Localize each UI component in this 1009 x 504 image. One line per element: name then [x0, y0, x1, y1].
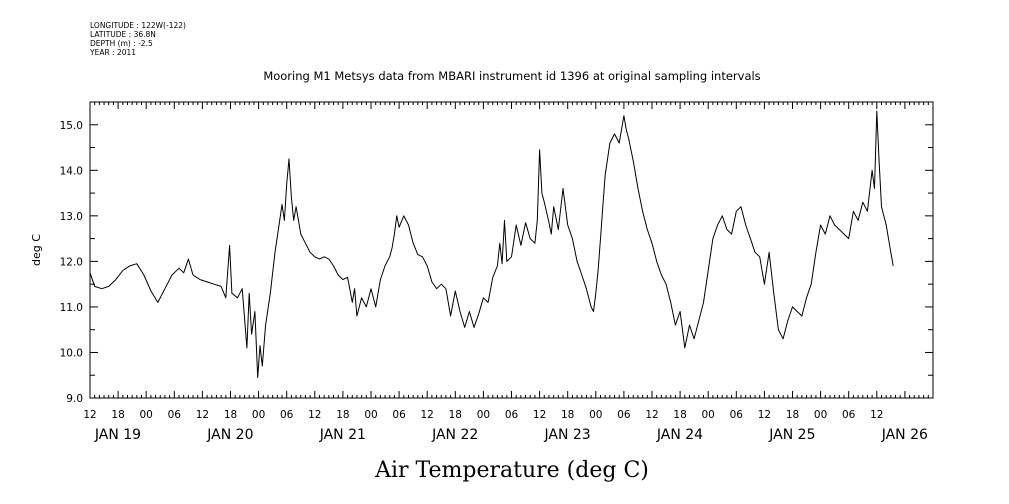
x-day-label: JAN 22 [431, 427, 478, 443]
x-tick-label: 18 [561, 409, 574, 421]
x-tick-label: 06 [168, 409, 182, 421]
x-day-label: JAN 21 [319, 427, 366, 443]
x-tick-label: 00 [589, 409, 602, 421]
x-tick-label: 12 [533, 409, 546, 421]
y-tick-label: 14.0 [60, 165, 83, 177]
x-tick-label: 12 [308, 409, 321, 421]
series-line [89, 110, 894, 378]
x-tick-label: 18 [673, 409, 686, 421]
x-tick-label: 00 [140, 409, 153, 421]
longitude-text: LONGITUDE : 122W(-122) [90, 21, 186, 30]
x-day-label: JAN 25 [768, 427, 815, 443]
x-tick-label: 06 [392, 409, 406, 421]
series-group [89, 110, 894, 378]
x-tick-label: 06 [505, 409, 519, 421]
x-tick-label: 12 [83, 409, 96, 421]
x-tick-label: 06 [280, 409, 294, 421]
year-text: YEAR : 2011 [90, 48, 137, 57]
y-tick-label: 12.0 [60, 256, 83, 268]
x-tick-label: 18 [786, 409, 799, 421]
x-tick-label: 06 [730, 409, 744, 421]
x-tick-label: 06 [842, 409, 856, 421]
x-tick-label: 00 [364, 409, 377, 421]
x-tick-label: 12 [758, 409, 771, 421]
x-day-label: JAN 26 [881, 427, 928, 443]
x-tick-label: 00 [702, 409, 715, 421]
header-meta: LONGITUDE : 122W(-122) LATITUDE : 36.8N … [90, 21, 186, 57]
x-tick-label: 12 [645, 409, 658, 421]
x-tick-label: 00 [252, 409, 265, 421]
y-axis: 9.0 10.0 11.0 12.0 13.0 14.0 15.0 [60, 101, 933, 405]
x-tick-label: 18 [111, 409, 124, 421]
y-tick-label: 15.0 [60, 120, 83, 132]
y-tick-label: 13.0 [60, 211, 83, 223]
plot-frame [89, 101, 934, 399]
x-day-label: JAN 23 [543, 427, 590, 443]
x-tick-label: 06 [617, 409, 631, 421]
x-day-label: JAN 24 [656, 427, 703, 443]
y-tick-label: 9.0 [66, 393, 83, 405]
x-tick-label: 00 [477, 409, 490, 421]
x-day-label: JAN 19 [94, 427, 141, 443]
x-day-label: JAN 20 [206, 427, 253, 443]
y-tick-label: 10.0 [60, 347, 83, 359]
x-tick-label: 12 [196, 409, 209, 421]
x-tick-label: 12 [870, 409, 883, 421]
x-tick-label: 18 [449, 409, 462, 421]
x-tick-label: 18 [224, 409, 237, 421]
y-axis-label: deg C [30, 234, 43, 266]
depth-text: DEPTH (m) : -2.5 [90, 39, 153, 48]
y-tick-label: 11.0 [60, 302, 83, 314]
x-tick-label: 18 [336, 409, 349, 421]
x-axis: 12 18 00 06 12 18 00 06 12 18 00 06 12 18 00 06 12 18 00 06… [83, 102, 934, 443]
x-tick-label: 00 [814, 409, 827, 421]
chart-title: Mooring M1 Metsys data from MBARI instru… [263, 69, 760, 83]
x-tick-label: 12 [421, 409, 434, 421]
latitude-text: LATITUDE : 36.8N [90, 30, 156, 39]
x-axis-label: Air Temperature (deg C) [374, 458, 649, 483]
